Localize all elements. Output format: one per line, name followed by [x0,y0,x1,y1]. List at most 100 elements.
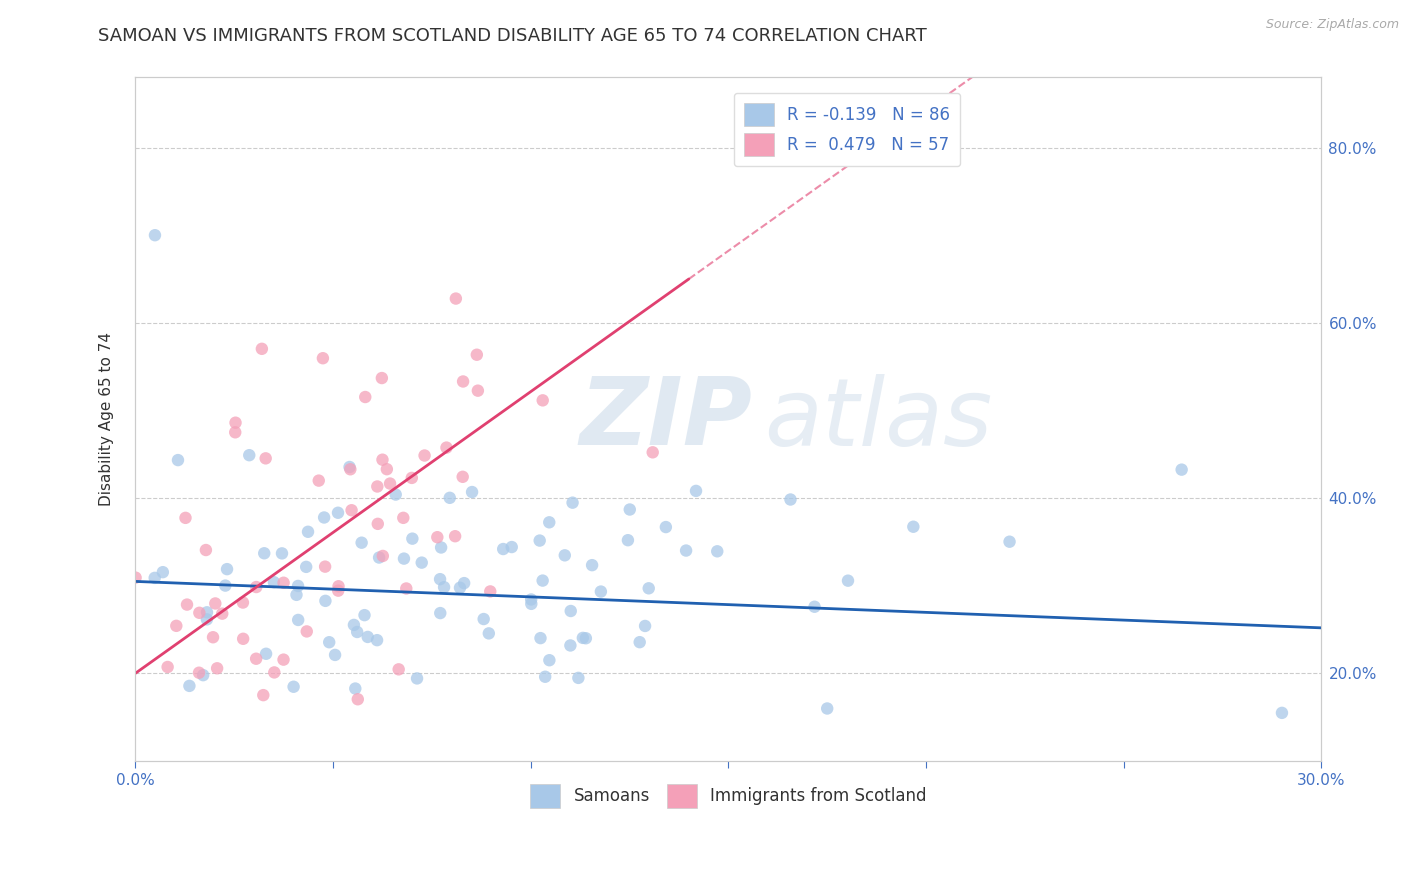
Point [215,562,238,576]
Point [655,520,678,534]
Point [560,604,582,618]
Point [371,452,394,467]
Point [318,635,340,649]
Point [353,608,375,623]
Point [205,661,228,675]
Point [575,632,598,646]
Point [339,462,361,476]
Point [204,597,226,611]
Point [388,662,411,676]
Point [641,445,664,459]
Point [561,496,583,510]
Point [685,483,707,498]
Point [195,612,218,626]
Point [529,631,551,645]
Point [340,503,363,517]
Point [312,351,335,366]
Point [384,487,406,501]
Point [167,453,190,467]
Point [451,375,474,389]
Point [492,542,515,557]
Point [501,540,523,554]
Point [371,371,394,385]
Point [465,348,488,362]
Point [998,534,1021,549]
Point [283,680,305,694]
Point [449,581,471,595]
Point [328,583,350,598]
Point [451,470,474,484]
Point [581,558,603,573]
Point [343,618,366,632]
Point [314,594,336,608]
Point [344,681,367,696]
Point [520,592,543,607]
Point [572,631,595,645]
Text: atlas: atlas [763,374,993,465]
Point [520,597,543,611]
Point [589,584,612,599]
Point [254,451,277,466]
Point [287,613,309,627]
Point [479,584,502,599]
Point [392,551,415,566]
Point [637,582,659,596]
Point [191,668,214,682]
Point [444,529,467,543]
Point [224,425,246,440]
Point [395,582,418,596]
Point [1271,706,1294,720]
Point [156,660,179,674]
Point [433,580,456,594]
Point [371,549,394,563]
Point [202,630,225,644]
Point [439,491,461,505]
Point [273,652,295,666]
Point [803,599,825,614]
Point [328,579,350,593]
Point [271,546,294,560]
Point [245,580,267,594]
Point [165,619,187,633]
Point [366,633,388,648]
Point [366,479,388,493]
Point [357,630,380,644]
Point [903,520,925,534]
Point [273,575,295,590]
Point [245,651,267,665]
Point [314,510,336,524]
Point [188,665,211,680]
Point [837,574,859,588]
Point [253,546,276,560]
Point [308,474,330,488]
Point [1170,462,1192,476]
Point [538,516,561,530]
Point [143,571,166,585]
Point [176,598,198,612]
Point [401,532,423,546]
Point [461,485,484,500]
Point [560,639,582,653]
Point [567,671,589,685]
Point [453,576,475,591]
Point [194,543,217,558]
Point [529,533,551,548]
Point [232,632,254,646]
Point [250,342,273,356]
Point [232,595,254,609]
Point [346,625,368,640]
Point [675,543,697,558]
Point [263,665,285,680]
Point [429,606,451,620]
Point [378,476,401,491]
Point [411,556,433,570]
Point [472,612,495,626]
Text: SAMOAN VS IMMIGRANTS FROM SCOTLAND DISABILITY AGE 65 TO 74 CORRELATION CHART: SAMOAN VS IMMIGRANTS FROM SCOTLAND DISAB… [98,27,927,45]
Point [429,572,451,586]
Legend: Samoans, Immigrants from Scotland: Samoans, Immigrants from Scotland [523,777,934,814]
Point [238,448,260,462]
Point [195,605,218,619]
Point [531,393,554,408]
Point [174,511,197,525]
Point [779,492,801,507]
